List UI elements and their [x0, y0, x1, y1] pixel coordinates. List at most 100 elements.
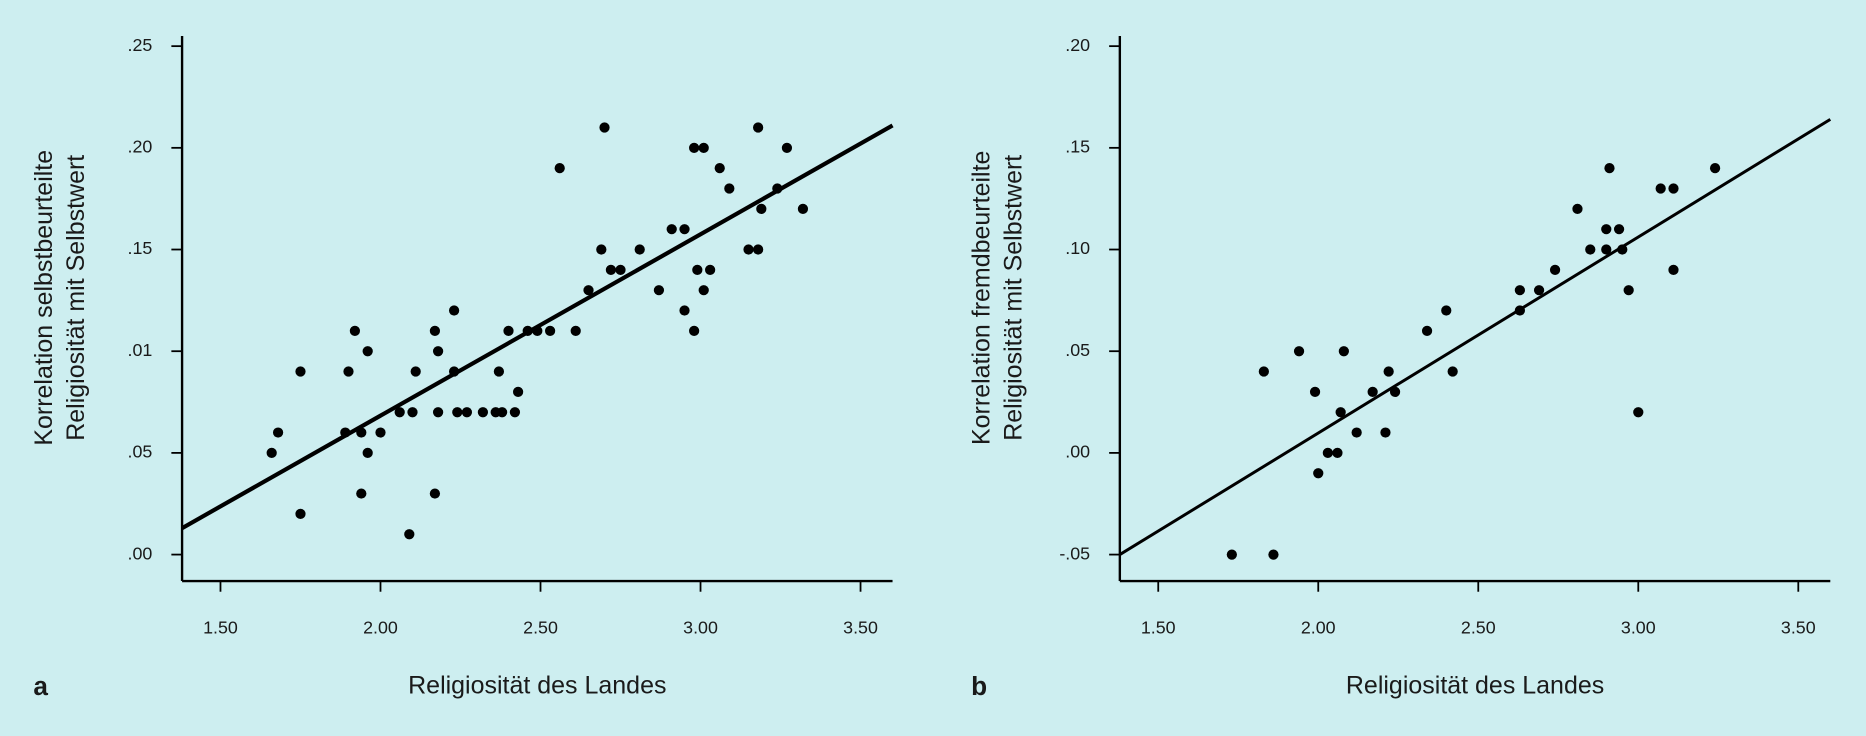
- scatter-point: [1226, 549, 1237, 560]
- scatter-point: [714, 163, 725, 174]
- scatter-point: [375, 427, 386, 438]
- x-axis-label: Religiosität des Landes: [1346, 672, 1604, 700]
- scatter-point: [1668, 264, 1679, 275]
- scatter-point: [432, 407, 444, 418]
- scatter-point: [653, 285, 665, 296]
- scatter-point: [679, 305, 690, 316]
- scatter-point: [605, 264, 617, 275]
- panel-label: b: [971, 671, 987, 701]
- scatter-point: [461, 407, 473, 418]
- scatter-point: [781, 142, 793, 153]
- scatter-point: [1421, 325, 1433, 336]
- x-tick-label: 2.00: [363, 617, 398, 637]
- scatter-point: [493, 366, 505, 377]
- scatter-point: [753, 244, 764, 255]
- y-axis-label: Religiosität mit Selbstwert: [1000, 155, 1028, 441]
- scatter-point: [698, 285, 709, 296]
- scatter-point: [432, 346, 444, 357]
- y-tick-label: .20: [128, 137, 153, 157]
- scatter-point: [1313, 468, 1324, 479]
- y-tick-label: .25: [128, 35, 153, 55]
- scatter-point: [1322, 447, 1333, 459]
- scatter-point: [1383, 366, 1394, 377]
- scatter-point: [448, 305, 460, 316]
- scatter-point: [599, 122, 610, 133]
- scatter-point: [634, 244, 645, 255]
- y-tick-label: .01: [128, 340, 153, 360]
- scatter-point: [295, 508, 306, 520]
- scatter-point: [1332, 447, 1343, 459]
- scatter-point: [1533, 285, 1545, 296]
- scatter-point: [272, 427, 284, 438]
- scatter-point: [756, 203, 767, 214]
- scatter-point: [1293, 346, 1305, 357]
- scatter-point: [1585, 244, 1596, 255]
- y-tick-label: .20: [1065, 35, 1090, 55]
- scatter-point: [1338, 346, 1349, 357]
- scatter-point: [1601, 244, 1612, 255]
- scatter-point: [1655, 183, 1666, 194]
- y-tick-label: .15: [1065, 137, 1090, 157]
- scatter-point: [1258, 366, 1269, 377]
- scatter-point: [1613, 224, 1625, 235]
- regression-line: [1119, 118, 1832, 556]
- scatter-point: [724, 183, 735, 194]
- scatter-point: [797, 203, 809, 214]
- scatter-point: [544, 325, 556, 336]
- scatter-point: [394, 407, 405, 418]
- scatter-point: [1367, 386, 1378, 397]
- scatter-point: [1309, 386, 1321, 397]
- y-tick-label: .00: [128, 543, 153, 563]
- scatter-point: [362, 447, 373, 459]
- scatter-point: [410, 366, 421, 377]
- y-tick-label: -.05: [1059, 543, 1090, 563]
- scatter-point: [554, 163, 565, 174]
- y-tick-label: .10: [1065, 238, 1090, 258]
- y-tick-label: .00: [1065, 442, 1090, 462]
- panel-label: a: [33, 671, 48, 701]
- scatter-point: [1268, 549, 1279, 560]
- scatter-point: [362, 346, 373, 357]
- scatter-point: [689, 142, 700, 153]
- scatter-point: [503, 325, 514, 336]
- x-tick-label: 2.50: [1461, 617, 1496, 637]
- scatter-point: [743, 244, 754, 255]
- scatter-point: [509, 407, 521, 418]
- scatter-point: [1380, 427, 1391, 438]
- y-axis-label: Korrelation selbstbeurteilte: [30, 150, 58, 446]
- scatter-point: [698, 142, 709, 153]
- scatter-point: [295, 366, 306, 377]
- scatter-point: [1441, 305, 1452, 316]
- y-axis-label: Religiosität mit Selbstwert: [62, 155, 90, 441]
- x-tick-label: 2.50: [523, 617, 558, 637]
- scatter-point: [1709, 163, 1721, 174]
- scatter-point: [615, 264, 626, 275]
- scatter-point: [666, 224, 677, 235]
- scatter-point: [1604, 163, 1615, 174]
- scatter-point: [343, 366, 354, 377]
- x-tick-label: 1.50: [1141, 617, 1176, 637]
- scatter-point: [1572, 203, 1583, 214]
- scatter-point: [429, 488, 441, 499]
- scatter-point: [692, 264, 703, 275]
- scatter-point: [679, 224, 690, 235]
- scatter-point: [705, 264, 716, 275]
- scatter-point: [1335, 407, 1346, 418]
- scatter-point: [1633, 407, 1644, 418]
- scatter-point: [1351, 427, 1362, 438]
- x-tick-label: 3.00: [683, 617, 718, 637]
- x-tick-label: 3.50: [1781, 617, 1816, 637]
- scatter-point: [1623, 285, 1634, 296]
- scatter-point: [596, 244, 607, 255]
- scatter-point: [753, 122, 764, 133]
- scatter-point: [496, 407, 508, 418]
- scatter-point: [512, 386, 524, 397]
- x-tick-label: 1.50: [203, 617, 238, 637]
- scatter-point: [1668, 183, 1679, 194]
- x-tick-label: 3.00: [1621, 617, 1656, 637]
- scatter-point: [1549, 264, 1561, 275]
- x-tick-label: 2.00: [1301, 617, 1336, 637]
- scatter-point: [477, 407, 489, 418]
